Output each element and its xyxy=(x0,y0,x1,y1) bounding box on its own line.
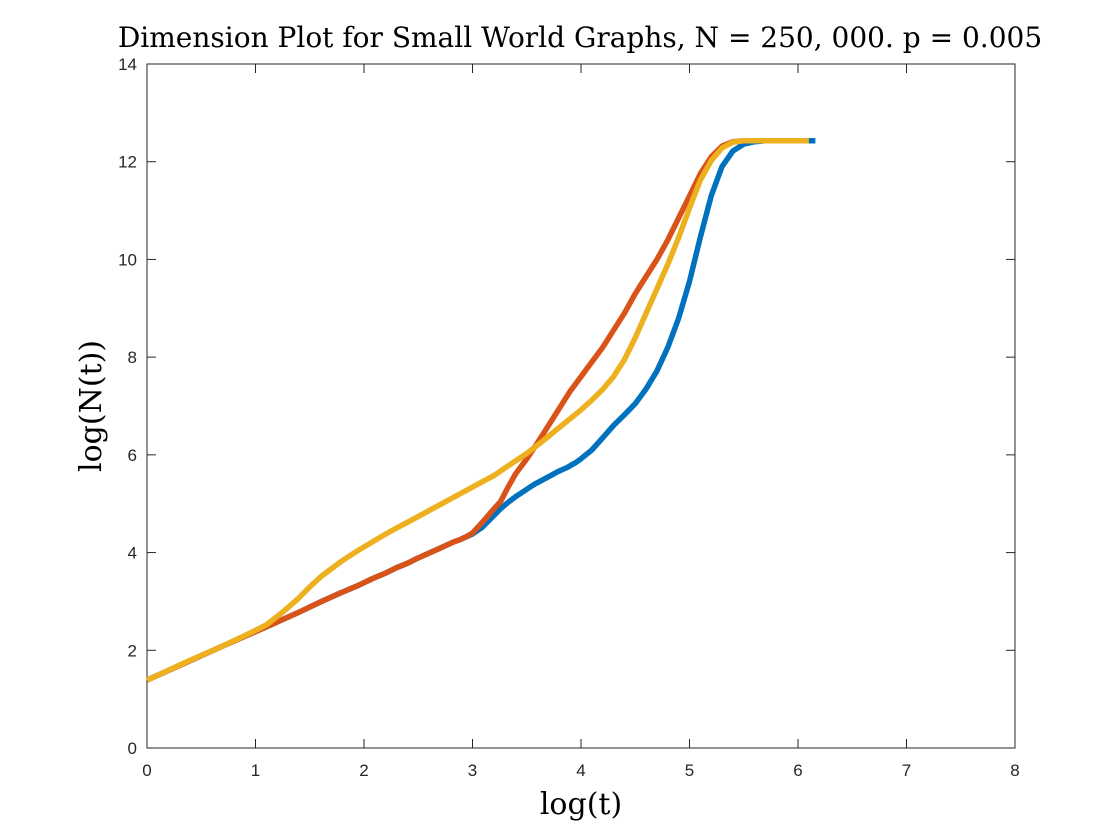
y-tick-label: 0 xyxy=(128,739,137,758)
series-layer xyxy=(145,137,816,683)
y-tick-label: 8 xyxy=(128,348,137,367)
y-tick-label: 4 xyxy=(128,544,137,563)
x-tick-label: 4 xyxy=(576,761,585,780)
plot-area xyxy=(146,63,1016,749)
x-tick-label: 5 xyxy=(685,761,694,780)
y-tick-label: 10 xyxy=(118,250,137,269)
x-tick-label: 3 xyxy=(468,761,477,780)
y-tick-label: 14 xyxy=(118,55,137,74)
x-tick-label: 6 xyxy=(793,761,802,780)
x-axis-label: log(t) xyxy=(540,787,622,822)
x-tick-label: 2 xyxy=(359,761,368,780)
x-tick-label: 8 xyxy=(1010,761,1019,780)
x-tick-label: 1 xyxy=(251,761,260,780)
y-tick-label: 6 xyxy=(128,446,137,465)
x-tick-label: 0 xyxy=(142,761,151,780)
x-tick-label: 7 xyxy=(902,761,911,780)
y-tick-label: 2 xyxy=(128,641,137,660)
chart-title: Dimension Plot for Small World Graphs, N… xyxy=(118,21,1042,54)
y-axis-label: log(N(t)) xyxy=(74,340,109,472)
series-line-3 xyxy=(145,137,809,683)
y-tick-label: 12 xyxy=(118,153,137,172)
